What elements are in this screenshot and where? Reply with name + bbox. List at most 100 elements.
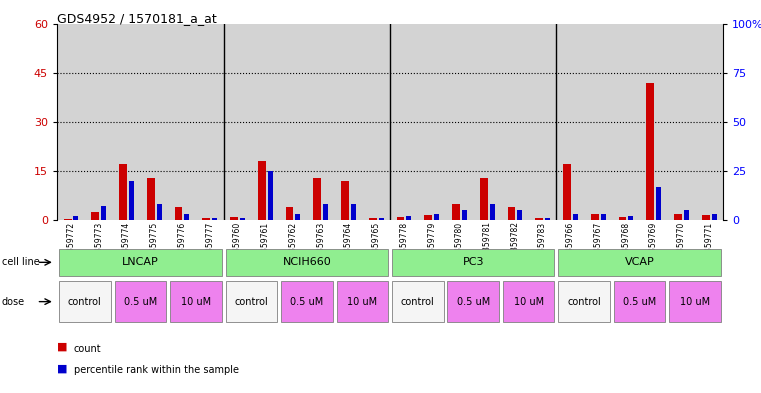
Bar <box>212 218 217 220</box>
Bar <box>224 24 251 220</box>
Bar <box>336 281 388 322</box>
Bar <box>351 204 356 220</box>
Text: 10 uM: 10 uM <box>514 297 544 307</box>
Bar <box>517 210 522 220</box>
Bar <box>129 181 134 220</box>
Bar <box>140 24 168 220</box>
Bar <box>452 204 460 220</box>
Text: 0.5 uM: 0.5 uM <box>290 297 323 307</box>
Bar <box>119 164 127 220</box>
Bar <box>545 218 550 220</box>
Bar <box>396 217 404 220</box>
Bar <box>295 214 301 220</box>
Bar <box>170 281 221 322</box>
Text: cell line: cell line <box>2 257 40 267</box>
Bar <box>157 204 161 220</box>
Bar <box>390 24 418 220</box>
Bar <box>674 213 682 220</box>
Bar <box>379 218 384 220</box>
Bar <box>251 24 279 220</box>
Text: GDS4952 / 1570181_a_at: GDS4952 / 1570181_a_at <box>57 12 217 25</box>
Bar <box>447 281 499 322</box>
Bar <box>57 24 84 220</box>
Text: 10 uM: 10 uM <box>680 297 710 307</box>
Text: control: control <box>234 297 268 307</box>
Text: ■: ■ <box>57 342 68 352</box>
Bar <box>74 216 78 220</box>
Text: dose: dose <box>2 297 24 307</box>
Bar <box>501 24 529 220</box>
Bar <box>314 178 321 220</box>
Bar <box>559 281 610 322</box>
Bar <box>59 249 221 276</box>
Text: control: control <box>401 297 435 307</box>
Bar <box>503 281 555 322</box>
Bar <box>473 24 501 220</box>
Bar <box>115 281 166 322</box>
Bar <box>462 210 466 220</box>
Bar <box>529 24 556 220</box>
Bar <box>712 214 717 220</box>
Bar <box>696 24 723 220</box>
Bar <box>281 281 333 322</box>
Bar <box>175 207 183 220</box>
Bar <box>64 219 72 220</box>
Bar <box>323 204 328 220</box>
Text: control: control <box>68 297 102 307</box>
Bar <box>113 24 140 220</box>
Text: 10 uM: 10 uM <box>180 297 211 307</box>
Bar <box>268 171 272 220</box>
Bar <box>168 24 196 220</box>
Bar <box>684 210 689 220</box>
Text: count: count <box>74 344 101 354</box>
Bar <box>285 207 294 220</box>
Bar <box>307 24 335 220</box>
Bar <box>225 249 388 276</box>
Text: 10 uM: 10 uM <box>347 297 377 307</box>
Text: 0.5 uM: 0.5 uM <box>124 297 157 307</box>
Bar <box>230 217 238 220</box>
Bar <box>240 218 245 220</box>
Text: 0.5 uM: 0.5 uM <box>623 297 656 307</box>
Bar <box>480 178 488 220</box>
Text: percentile rank within the sample: percentile rank within the sample <box>74 365 239 375</box>
Bar <box>258 161 266 220</box>
Bar <box>556 24 584 220</box>
Bar <box>573 214 578 220</box>
Bar <box>702 215 709 220</box>
Bar <box>279 24 307 220</box>
Bar <box>91 212 99 220</box>
Bar <box>369 219 377 220</box>
Bar <box>147 178 154 220</box>
Bar <box>600 214 606 220</box>
Text: PC3: PC3 <box>463 257 484 267</box>
Bar <box>612 24 640 220</box>
Bar <box>434 214 439 220</box>
Bar <box>335 24 362 220</box>
Bar <box>392 249 555 276</box>
Bar <box>619 217 626 220</box>
Bar <box>196 24 224 220</box>
Bar <box>392 281 444 322</box>
Text: control: control <box>568 297 601 307</box>
Bar <box>640 24 667 220</box>
Bar <box>591 213 599 220</box>
Bar <box>425 215 432 220</box>
Bar <box>536 219 543 220</box>
Bar <box>667 24 696 220</box>
Bar <box>225 281 277 322</box>
Bar <box>418 24 445 220</box>
Bar <box>445 24 473 220</box>
Text: ■: ■ <box>57 364 68 373</box>
Bar <box>489 204 495 220</box>
Bar <box>508 207 515 220</box>
Text: LNCAP: LNCAP <box>122 257 159 267</box>
Bar <box>559 249 721 276</box>
Bar <box>646 83 654 220</box>
Bar <box>101 206 107 220</box>
Bar <box>184 214 189 220</box>
Bar <box>584 24 612 220</box>
Bar <box>629 216 633 220</box>
Text: NCIH660: NCIH660 <box>282 257 331 267</box>
Bar <box>84 24 113 220</box>
